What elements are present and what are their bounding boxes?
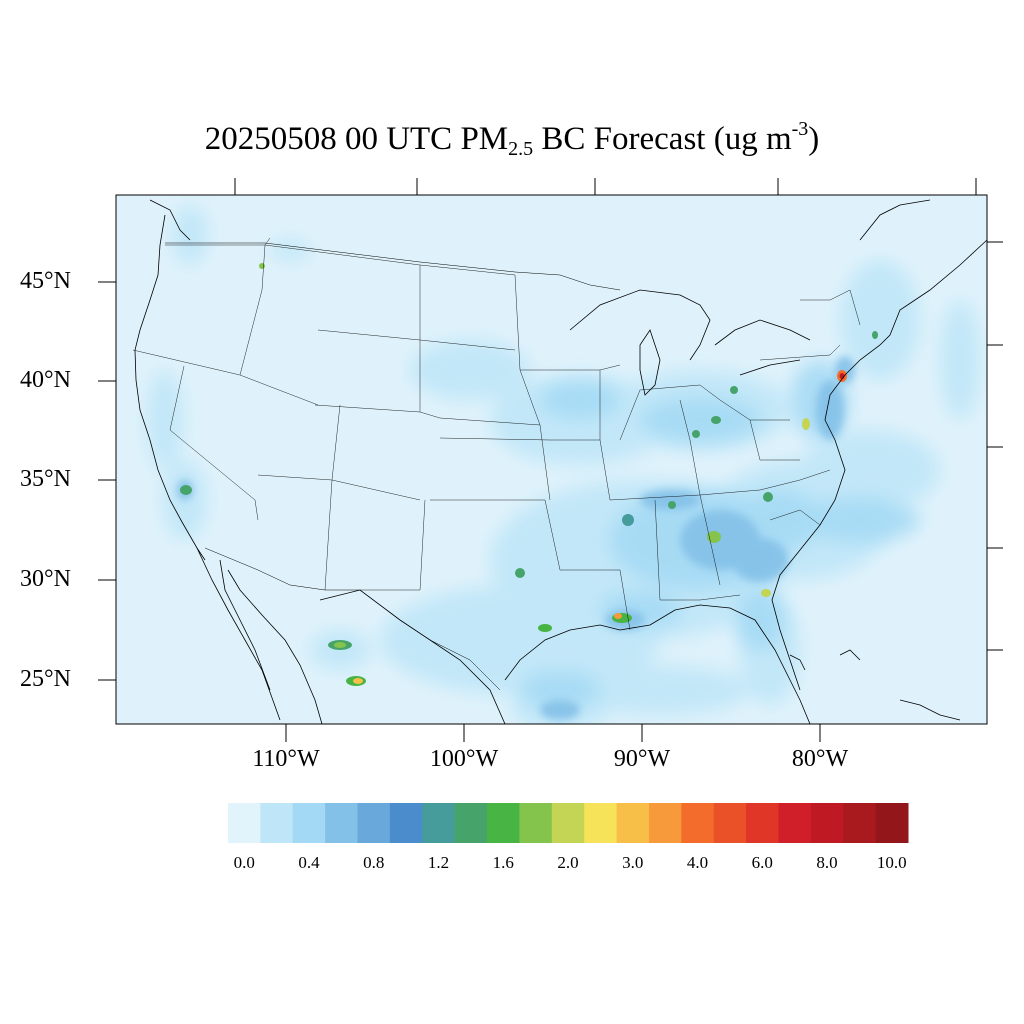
lon-ticks [285, 724, 821, 742]
state-borders [132, 237, 861, 631]
title-date-time: 20250508 00 UTC PM [204, 121, 509, 157]
title-close: ) [808, 121, 820, 157]
lat-label-45: 45°N [20, 268, 71, 294]
colorbar-label: 0.0 [233, 853, 255, 872]
colorbar-swatch-1 [260, 803, 294, 843]
colorbar [228, 803, 909, 843]
colorbar-swatch-18 [810, 803, 844, 843]
national-border [165, 242, 621, 291]
mexico-border [204, 547, 501, 691]
colorbar-swatch-10 [551, 803, 585, 843]
lat-label-40: 40°N [20, 367, 71, 393]
colorbar-swatch-20 [875, 803, 909, 843]
title-subscript: 2.5 [508, 138, 534, 160]
lon-label-90w: 90°W [613, 746, 671, 772]
lon-label-100w: 100°W [429, 746, 499, 772]
colorbar-label: 6.0 [751, 853, 773, 872]
colorbar-swatch-5 [389, 803, 423, 843]
colorbar-label: 2.0 [557, 853, 579, 872]
colorbar-swatch-14 [681, 803, 715, 843]
colorbar-label: 10.0 [876, 853, 907, 872]
colorbar-swatch-2 [292, 803, 326, 843]
colorbar-swatch-12 [616, 803, 650, 843]
title-suffix: BC Forecast (ug m [533, 121, 792, 157]
lat-label-25: 25°N [20, 666, 71, 692]
title-superscript: -3 [791, 118, 809, 140]
lon-label-80w: 80°W [791, 746, 849, 772]
colorbar-swatch-7 [454, 803, 488, 843]
colorbar-swatch-6 [422, 803, 456, 843]
lat-ticks [98, 281, 116, 681]
colorbar-swatch-13 [648, 803, 682, 843]
concentration-field [147, 205, 980, 724]
colorbar-label: 1.2 [427, 853, 450, 872]
colorbar-label: 0.8 [363, 853, 385, 872]
right-ticks [987, 241, 1003, 651]
colorbar-swatch-16 [746, 803, 779, 843]
map-title: 20250508 00 UTC PM2.5 BC Forecast (ug m-… [0, 118, 1024, 161]
colorbar-label: 8.0 [816, 853, 838, 872]
colorbar-swatch-15 [713, 803, 747, 843]
colorbar-swatch-8 [487, 803, 520, 843]
top-ticks [234, 178, 977, 195]
lat-label-30: 30°N [20, 566, 71, 592]
colorbar-swatch-3 [325, 803, 359, 843]
colorbar-swatch-9 [519, 803, 553, 843]
colorbar-label: 0.4 [298, 853, 320, 872]
colorbar-swatch-11 [584, 803, 618, 843]
colorbar-label: 3.0 [622, 853, 644, 872]
colorbar-swatch-4 [357, 803, 391, 843]
map-frame [115, 194, 988, 725]
lat-label-35: 35°N [20, 466, 71, 492]
lon-label-110w: 110°W [252, 746, 320, 772]
colorbar-swatch-17 [778, 803, 812, 843]
colorbar-swatch-0 [228, 803, 261, 843]
colorbar-swatch-19 [843, 803, 877, 843]
colorbar-label: 1.6 [492, 853, 514, 872]
colorbar-label: 4.0 [686, 853, 709, 872]
